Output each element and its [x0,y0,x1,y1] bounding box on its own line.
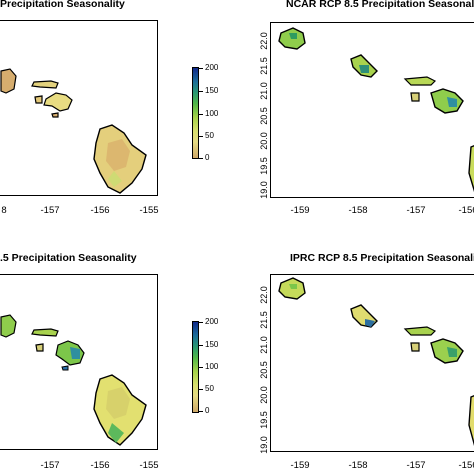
island-map [0,68,147,194]
y-tick: 21.0 [258,336,269,354]
y-tick: 21.0 [258,82,269,100]
legend-color-bar [192,321,199,413]
island-kahoolawe [51,112,59,118]
x-tick: 8 [1,205,7,216]
y-tick: 19.0 [258,181,269,199]
map-frame [270,22,474,198]
legend-tick: 100 [198,109,219,118]
x-tick: -155 [139,205,159,216]
x-tick: -156 [90,205,110,216]
panel-title: Precipitation Seasonality [0,0,125,10]
island-lanai [410,342,420,352]
island-maui-partial [0,314,17,338]
x-tick: -159 [290,460,310,471]
y-tick: 19.5 [258,411,269,429]
y-tick: 20.5 [258,361,269,379]
x-tick: -156 [458,460,474,471]
island-molokai [31,80,59,89]
y-tick: 19.0 [258,436,269,454]
x-tick: -155 [139,460,159,471]
island-lanai [410,92,420,102]
island-map [0,314,147,446]
island-lanai [34,95,43,104]
x-tick: -159 [290,205,310,216]
x-tick: -158 [348,205,368,216]
map-frame [0,20,158,196]
y-tick: 21.5 [258,57,269,75]
legend-tick: 100 [198,362,219,371]
panel-title: NCAR RCP 8.5 Precipitation Seasonality [286,0,474,10]
island-lanai [35,343,44,352]
x-tick: -157 [406,205,426,216]
x-tick: -156 [458,205,474,216]
y-tick: 20.0 [258,386,269,404]
legend-tick: 200 [198,317,219,326]
island-hawaii-partial [468,145,474,193]
legend-tick: 150 [198,86,219,95]
legend-tick: 50 [199,131,214,140]
y-tick: 22.0 [258,32,269,50]
x-tick: -157 [406,460,426,471]
island-maui-partial [0,68,17,94]
island-maui [43,92,73,112]
x-tick: -156 [90,460,110,471]
island-map [278,27,474,193]
legend-tick: 0 [198,153,210,162]
legend-tick: 50 [199,384,214,393]
x-tick: -158 [348,460,368,471]
legend-tick: 150 [198,340,219,349]
map-frame [270,274,474,452]
island-maui [430,88,464,114]
legend-color-bar [192,67,199,159]
island-kahoolawe [61,365,69,371]
y-tick: 22.0 [258,286,269,304]
legend-tick: 200 [198,63,219,72]
panel-title: .5 Precipitation Seasonality [0,252,137,264]
island-molokai [403,76,437,86]
map-frame [0,274,158,450]
island-maui [430,338,464,364]
x-tick: -157 [40,460,60,471]
island-map [278,277,474,446]
y-tick: 20.5 [258,107,269,125]
y-tick: 20.0 [258,132,269,150]
y-tick: 19.5 [258,157,269,175]
panel-title: IPRC RCP 8.5 Precipitation Seasonality [290,252,474,264]
legend-tick: 0 [198,406,210,415]
island-molokai [31,328,59,337]
x-tick: -157 [40,205,60,216]
island-hawaii-partial [468,395,474,446]
island-molokai [403,326,437,336]
y-tick: 21.5 [258,311,269,329]
